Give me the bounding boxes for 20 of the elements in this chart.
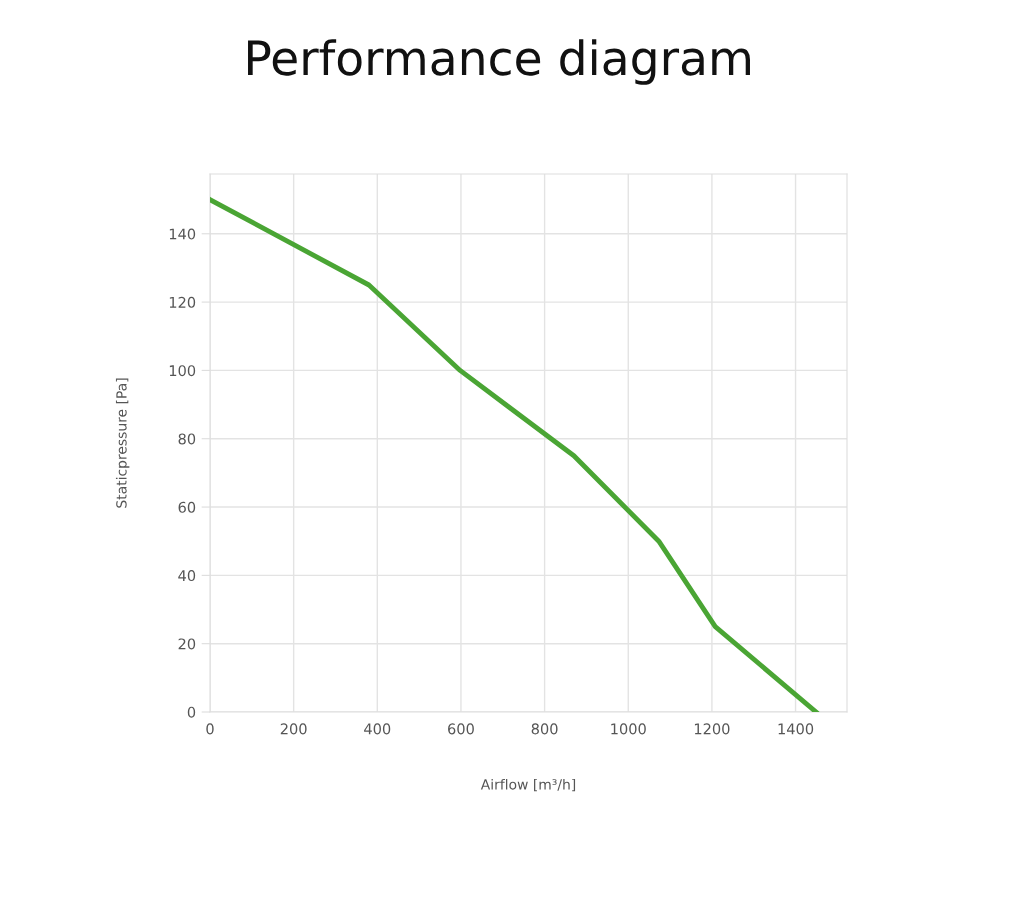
y-tick-label: 20 bbox=[178, 638, 196, 650]
y-axis-title: Staticpressure [Pa] bbox=[115, 378, 130, 508]
x-tick-label: 600 bbox=[448, 723, 474, 735]
x-tick-label: 1200 bbox=[694, 723, 730, 735]
y-tick-label: 60 bbox=[178, 501, 196, 513]
y-tick-label: 0 bbox=[187, 706, 196, 718]
x-tick-label: 0 bbox=[206, 723, 214, 735]
x-tick-label: 400 bbox=[364, 723, 391, 735]
y-tick-label: 40 bbox=[178, 570, 196, 582]
chart-title: Performance diagram bbox=[248, 39, 750, 85]
x-tick-label: 1400 bbox=[778, 723, 814, 735]
y-tick-label: 120 bbox=[169, 296, 196, 308]
y-tick-label: 80 bbox=[178, 433, 196, 445]
x-tick-label: 800 bbox=[531, 723, 558, 735]
y-tick-label: 140 bbox=[169, 228, 196, 240]
line-series bbox=[210, 197, 819, 712]
x-tick-label: 200 bbox=[280, 723, 307, 735]
x-tick-label: 1000 bbox=[611, 723, 646, 735]
x-axis-title: Airflow [m³/h] bbox=[480, 778, 576, 792]
y-tick-label: 100 bbox=[169, 365, 196, 377]
